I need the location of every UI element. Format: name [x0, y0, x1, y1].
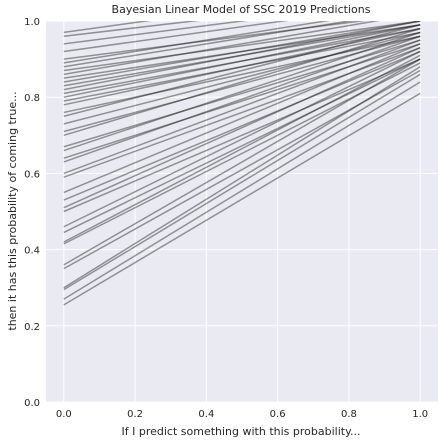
- sample-line-28: [63, 27, 421, 95]
- x-axis-label: If I predict something with this probabi…: [121, 425, 360, 438]
- sample-line-38: [63, 21, 289, 53]
- chart-title: Bayesian Linear Model of SSC 2019 Predic…: [112, 3, 371, 16]
- x-tick-label: 0.8: [341, 409, 357, 420]
- sample-line-17: [63, 43, 421, 159]
- sample-lines: [63, 21, 421, 306]
- sample-line-8: [63, 58, 421, 234]
- sample-line-27: [63, 24, 421, 98]
- sample-line-26: [63, 31, 421, 102]
- sample-line-25: [63, 27, 421, 106]
- sample-line-0: [63, 92, 421, 306]
- sample-line-9: [63, 50, 421, 228]
- sample-line-12: [63, 50, 421, 201]
- y-tick-label: 0.2: [24, 322, 40, 333]
- sample-line-35: [63, 21, 354, 68]
- y-tick-label: 0.8: [24, 93, 40, 104]
- sample-line-32: [63, 24, 421, 79]
- sample-line-20: [63, 27, 421, 137]
- y-tick-label: 0.0: [24, 398, 40, 409]
- sample-line-2: [63, 73, 421, 291]
- sample-line-18: [63, 31, 421, 152]
- sample-line-21: [63, 35, 421, 133]
- sample-line-40: [63, 21, 200, 37]
- sample-line-3: [63, 66, 421, 289]
- sample-line-29: [63, 21, 421, 91]
- y-gridlines: [46, 20, 438, 403]
- sample-line-39: [63, 21, 248, 45]
- x-tick-labels: 0.0 0.2 0.4 0.6 0.8 1.0: [56, 409, 428, 420]
- sample-line-19: [63, 39, 421, 148]
- sample-line-33: [63, 21, 381, 76]
- sample-line-5: [63, 58, 421, 266]
- sample-line-31: [63, 21, 421, 83]
- x-tick-label: 0.4: [198, 409, 214, 420]
- sample-line-10: [63, 58, 421, 213]
- sample-line-34: [63, 21, 421, 72]
- sample-line-4: [63, 69, 421, 270]
- sample-line-30: [63, 24, 421, 87]
- sample-line-11: [63, 46, 421, 209]
- sample-line-1: [63, 81, 421, 300]
- x-tick-label: 0.6: [270, 409, 286, 420]
- sample-line-6: [63, 62, 421, 245]
- x-tick-label: 0.2: [127, 409, 143, 420]
- sample-line-37: [63, 21, 367, 60]
- sample-line-23: [63, 24, 421, 117]
- sample-line-14: [63, 46, 421, 178]
- sample-line-7: [63, 54, 421, 243]
- y-tick-label: 0.6: [24, 169, 40, 180]
- y-axis-label: then it has this probability of coming t…: [6, 91, 19, 330]
- sample-line-36: [63, 21, 330, 64]
- sample-line-41: [63, 21, 152, 34]
- plot-area: [46, 21, 438, 402]
- sample-line-22: [63, 31, 421, 125]
- x-tick-label: 0.0: [56, 409, 72, 420]
- x-tick-label: 1.0: [412, 409, 428, 420]
- y-tick-label: 0.4: [24, 246, 40, 257]
- y-tick-label: 1.0: [24, 17, 40, 28]
- sample-line-16: [63, 35, 421, 163]
- sample-line-13: [63, 43, 421, 194]
- sample-line-15: [63, 39, 421, 175]
- sample-line-24: [63, 35, 421, 114]
- y-tick-labels: 0.0 0.2 0.4 0.6 0.8 1.0: [24, 17, 40, 409]
- x-gridlines: [63, 21, 421, 402]
